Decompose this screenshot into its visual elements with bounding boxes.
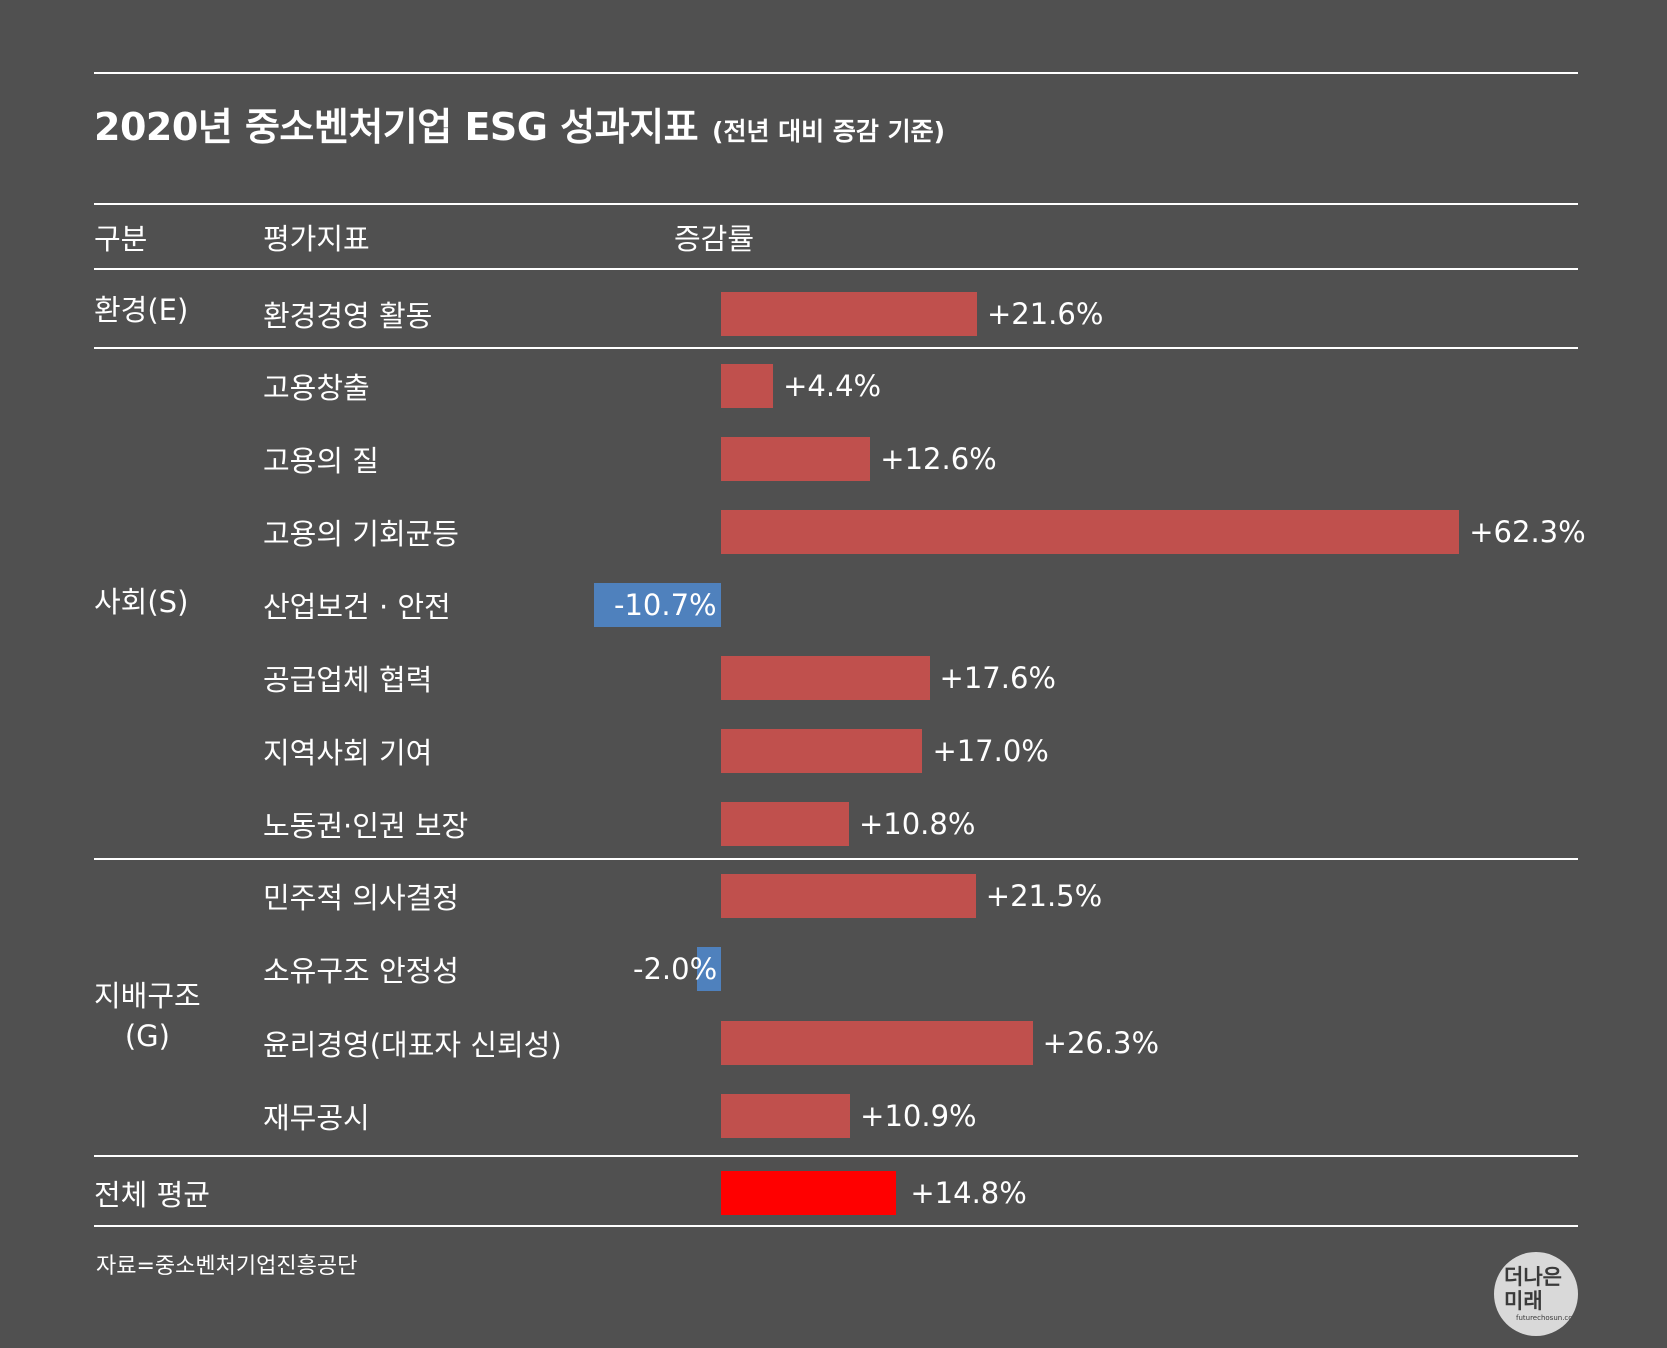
indicator-label: 공급업체 협력 [263,663,433,697]
bar [721,364,774,408]
bar [721,1094,851,1138]
bar [721,802,849,846]
data-label: +10.9% [860,1099,977,1133]
bar [697,947,721,991]
bar [721,292,977,336]
group-label-governance-line2: (G) [124,1019,170,1053]
logo-url: futurechosun.com [1516,1314,1578,1322]
indicator-label: 민주적 의사결정 [263,881,459,915]
chart-title: 2020년 중소벤처기업 ESG 성과지표 [94,105,699,149]
data-label: -2.0% [633,952,718,986]
indicator-label: 고용창출 [263,371,370,405]
indicator-label: 재무공시 [263,1101,370,1135]
header-bottom-rule [94,268,1578,270]
indicator-label: 지역사회 기여 [263,736,433,770]
top-rule [94,72,1578,74]
data-label: +21.5% [985,879,1103,913]
group-label-environment: 환경(E) [94,293,189,327]
group-label-social: 사회(S) [94,585,189,619]
bar [594,583,721,627]
chart-subtitle: (전년 대비 증감 기준) [712,117,945,146]
indicator-label: 소유구조 안정성 [263,954,459,988]
header-category: 구분 [94,222,148,256]
source-note: 자료=중소벤처기업진흥공단 [96,1254,358,1279]
header-rate: 증감률 [674,222,755,256]
group-label-governance-line1: 지배구조 [94,979,201,1013]
total-data-label: +14.8% [910,1176,1027,1210]
indicator-label: 고용의 기회균등 [263,517,459,551]
indicator-label: 노동권·인권 보장 [263,809,469,843]
env-social-divider [94,347,1578,349]
indicator-label: 환경경영 활동 [263,299,433,333]
header-indicator: 평가지표 [263,222,370,256]
data-label: +17.6% [939,661,1056,695]
total-bar [721,1171,897,1215]
data-label: +12.6% [880,442,997,476]
data-label: +17.0% [932,734,1049,768]
data-label: +26.3% [1042,1026,1160,1060]
bar [721,437,871,481]
data-label: +62.3% [1469,515,1586,549]
bar [721,729,923,773]
indicator-label: 산업보건 · 안전 [263,590,451,624]
total-label: 전체 평균 [94,1178,210,1212]
publisher-logo: 더나은 미래 futurechosun.com [1494,1252,1578,1336]
bottom-rule [94,1225,1578,1227]
data-label: -10.7% [614,588,717,622]
data-label: +10.8% [858,807,976,841]
group-label-governance: 지배구조 (G) [94,976,201,1056]
bar [721,1021,1033,1065]
bar [721,510,1460,554]
header-top-rule [94,203,1578,205]
logo-line2: 미래 [1504,1289,1543,1313]
social-governance-divider [94,858,1578,860]
governance-total-divider [94,1155,1578,1157]
logo-line1: 더나은 [1504,1265,1562,1289]
indicator-label: 윤리경영(대표자 신뢰성) [263,1028,562,1062]
bar [721,656,930,700]
bar [721,874,976,918]
data-label: +4.4% [783,369,882,403]
indicator-label: 고용의 질 [263,444,379,478]
data-label: +21.6% [986,297,1104,331]
chart-title-block: 2020년 중소벤처기업 ESG 성과지표 (전년 대비 증감 기준) [94,96,945,151]
